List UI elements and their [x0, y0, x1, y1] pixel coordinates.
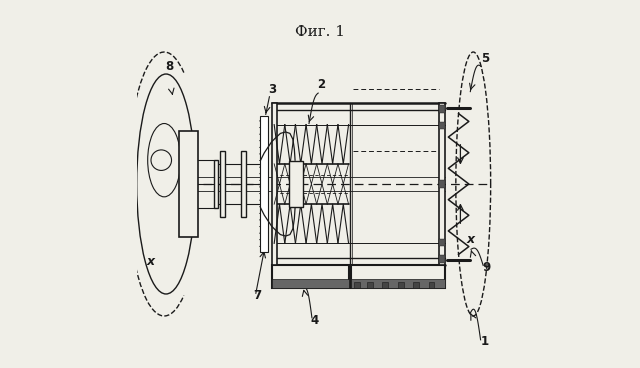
Bar — [439, 122, 445, 129]
Text: x: x — [467, 233, 475, 246]
Text: 4: 4 — [311, 314, 319, 327]
Text: 5: 5 — [481, 52, 490, 65]
Bar — [220, 151, 225, 217]
Bar — [351, 279, 445, 289]
Text: x: x — [146, 255, 154, 268]
Ellipse shape — [148, 124, 180, 197]
Bar — [271, 103, 278, 265]
Text: 8: 8 — [165, 60, 173, 72]
Bar — [439, 255, 445, 263]
Bar — [259, 116, 268, 252]
Bar — [367, 282, 372, 289]
Bar — [439, 105, 445, 113]
Bar — [351, 265, 445, 289]
Text: Фиг. 1: Фиг. 1 — [295, 25, 345, 39]
Bar — [382, 282, 388, 289]
Bar — [439, 103, 445, 265]
Text: 7: 7 — [253, 290, 261, 302]
Bar — [179, 131, 198, 237]
Bar — [214, 160, 218, 208]
Bar — [354, 282, 360, 289]
Bar — [289, 161, 303, 207]
Bar — [397, 282, 404, 289]
Text: 9: 9 — [483, 261, 491, 274]
Bar — [241, 151, 246, 217]
Bar — [413, 282, 419, 289]
Bar — [429, 282, 435, 289]
Ellipse shape — [137, 74, 195, 294]
Circle shape — [151, 150, 172, 170]
Text: 3: 3 — [268, 83, 276, 96]
Bar — [271, 279, 349, 289]
Text: 2: 2 — [317, 78, 325, 91]
Bar — [439, 239, 445, 246]
Bar — [439, 180, 445, 188]
Text: 1: 1 — [481, 335, 489, 347]
Bar — [271, 265, 349, 289]
